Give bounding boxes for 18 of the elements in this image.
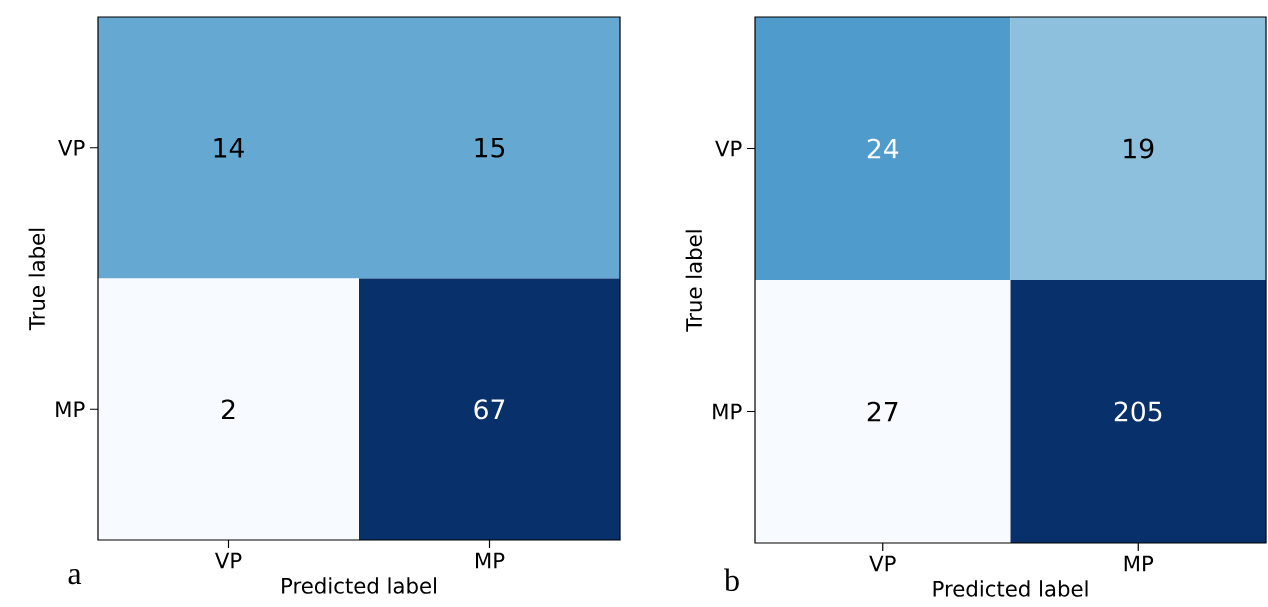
data-label: 67 bbox=[474, 399, 505, 420]
data-label: 14 bbox=[214, 138, 244, 158]
x-axis-title: Predicted label bbox=[933, 580, 1088, 597]
y-axis-title: True label bbox=[28, 228, 46, 331]
x-tick-label: MP bbox=[1124, 555, 1154, 572]
data-label: 205 bbox=[1114, 401, 1162, 422]
text: b bbox=[724, 568, 739, 592]
x-tick-label: VP bbox=[869, 555, 896, 572]
x-axis-title: Predicted label bbox=[282, 577, 436, 594]
x-tick-label: MP bbox=[476, 552, 505, 569]
data-label: 27 bbox=[867, 401, 898, 422]
data-label: 15 bbox=[475, 137, 505, 158]
text: a bbox=[68, 568, 82, 585]
x-tick-label: VP bbox=[214, 552, 242, 569]
data-label: 2 bbox=[221, 399, 235, 420]
data-label: 24 bbox=[867, 138, 899, 159]
y-axis-title: True label bbox=[685, 230, 703, 332]
data-label: 19 bbox=[1124, 138, 1154, 159]
